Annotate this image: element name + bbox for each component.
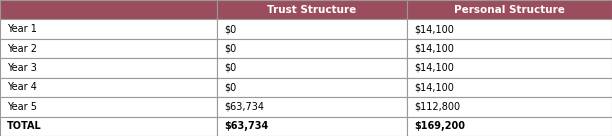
Text: Personal Structure: Personal Structure (454, 5, 565, 15)
Bar (407, 97, 612, 117)
Bar (0, 0, 217, 19)
Bar (217, 117, 407, 136)
Bar (407, 117, 612, 136)
Text: $0: $0 (225, 24, 237, 34)
Bar (217, 97, 407, 117)
Bar (407, 78, 612, 97)
Text: $0: $0 (225, 44, 237, 54)
Bar (217, 58, 407, 78)
Text: $14,100: $14,100 (414, 63, 454, 73)
Bar (0, 117, 217, 136)
Text: $169,200: $169,200 (414, 121, 465, 131)
Text: $14,100: $14,100 (414, 44, 454, 54)
Bar (217, 19, 407, 39)
Text: Year 2: Year 2 (7, 44, 37, 54)
Bar (407, 58, 612, 78)
Bar (0, 39, 217, 58)
Text: $63,734: $63,734 (225, 121, 269, 131)
Text: $112,800: $112,800 (414, 102, 460, 112)
Text: TOTAL: TOTAL (7, 121, 42, 131)
Text: Year 1: Year 1 (7, 24, 37, 34)
Text: $14,100: $14,100 (414, 24, 454, 34)
Text: Year 4: Year 4 (7, 82, 37, 92)
Text: $0: $0 (225, 63, 237, 73)
Bar (0, 58, 217, 78)
Text: Year 3: Year 3 (7, 63, 37, 73)
Bar (0, 19, 217, 39)
Text: $0: $0 (225, 82, 237, 92)
Text: Trust Structure: Trust Structure (267, 5, 357, 15)
Bar (407, 19, 612, 39)
Bar (217, 39, 407, 58)
Bar (407, 0, 612, 19)
Bar (0, 78, 217, 97)
Bar (217, 0, 407, 19)
Bar (407, 39, 612, 58)
Bar (0, 97, 217, 117)
Text: Year 5: Year 5 (7, 102, 37, 112)
Text: $63,734: $63,734 (225, 102, 264, 112)
Text: $14,100: $14,100 (414, 82, 454, 92)
Bar (217, 78, 407, 97)
